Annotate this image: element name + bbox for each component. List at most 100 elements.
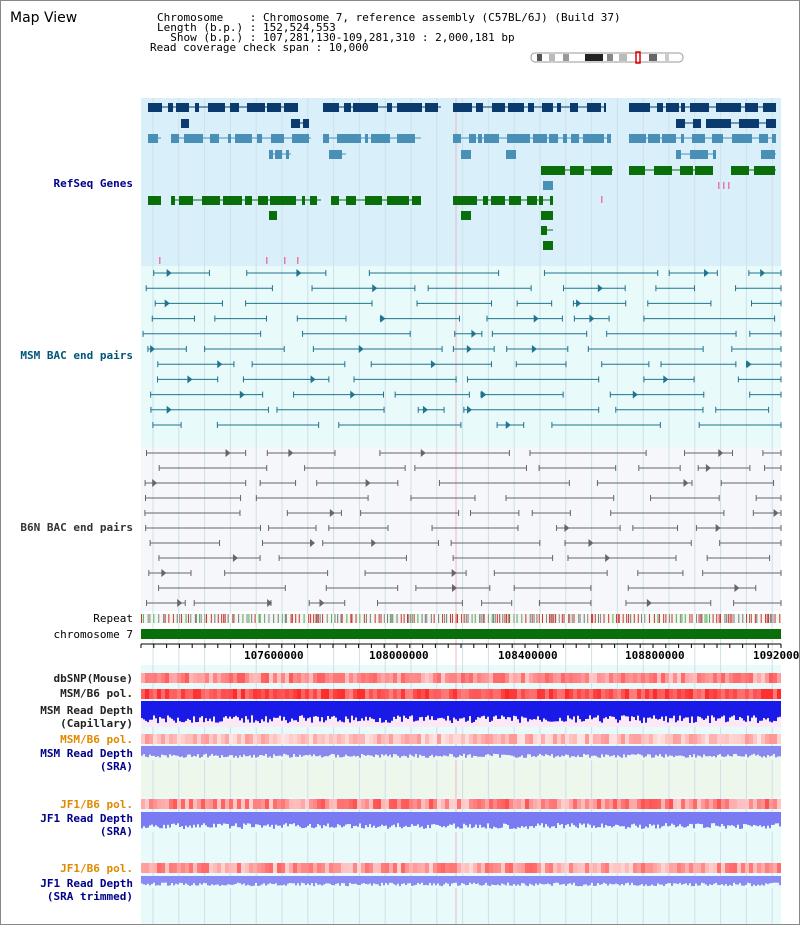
gene-exon [766, 119, 776, 128]
read-depth-bar [749, 746, 751, 756]
polymorphism-cell [161, 689, 165, 699]
repeat-element [474, 614, 476, 623]
track-label-jf1-b6-pol[interactable]: JF1/B6 pol. [60, 798, 133, 811]
polymorphism-cell [281, 863, 285, 873]
gene-exon [171, 134, 179, 143]
read-depth-bar [701, 876, 703, 883]
polymorphism-cell [441, 673, 445, 683]
polymorphism-cell [173, 734, 177, 744]
read-depth-bar [207, 701, 209, 722]
polymorphism-cell [413, 734, 417, 744]
read-depth-bar [229, 701, 231, 717]
polymorphism-cell [597, 799, 601, 809]
gene-exon [745, 103, 758, 112]
track-label-msm-bac[interactable]: MSM BAC end pairs [20, 349, 133, 362]
read-depth-bar [419, 876, 421, 885]
track-label-repeat[interactable]: Repeat [93, 612, 133, 625]
read-depth-bar [291, 701, 293, 719]
read-depth-bar [733, 701, 735, 716]
read-depth-bar [531, 701, 533, 720]
read-depth-bar [647, 812, 649, 828]
polymorphism-cell [417, 689, 421, 699]
polymorphism-cell [457, 734, 461, 744]
read-depth-bar [369, 812, 371, 825]
read-depth-bar [555, 701, 557, 722]
read-depth-bar [165, 701, 167, 723]
polymorphism-cell [277, 799, 281, 809]
read-depth-bar [313, 876, 315, 887]
track-label-jf1-read-depth-trimmed[interactable]: JF1 Read Depth [40, 877, 133, 890]
polymorphism-cell [209, 799, 213, 809]
track-label-dbsnp[interactable]: dbSNP(Mouse) [53, 672, 133, 685]
repeat-element [187, 614, 189, 623]
read-depth-bar [333, 812, 335, 828]
polymorphism-cell [597, 863, 601, 873]
repeat-element [391, 614, 393, 623]
polymorphism-cell [253, 863, 257, 873]
read-depth-bar [617, 701, 619, 723]
polymorphism-cell [437, 673, 441, 683]
read-depth-bar [293, 812, 295, 824]
polymorphism-cell [465, 734, 469, 744]
read-depth-bar [567, 701, 569, 716]
read-depth-bar [693, 876, 695, 887]
track-label-chromosome[interactable]: chromosome 7 [53, 628, 133, 641]
read-depth-bar [771, 746, 773, 756]
read-depth-bar [283, 876, 285, 885]
repeat-element [769, 614, 771, 623]
polymorphism-cell [305, 863, 309, 873]
polymorphism-cell [705, 734, 709, 744]
read-depth-bar [677, 812, 679, 827]
repeat-element [573, 614, 575, 623]
read-depth-bar [723, 812, 725, 826]
repeat-element [232, 614, 234, 623]
read-depth-bar [595, 746, 597, 756]
polymorphism-cell [281, 689, 285, 699]
read-depth-bar [701, 701, 703, 719]
read-depth-bar [343, 876, 345, 884]
read-depth-bar [169, 812, 171, 828]
read-depth-bar [317, 812, 319, 825]
track-label-msm-b6-pol[interactable]: MSM/B6 pol. [60, 687, 133, 700]
read-depth-bar [633, 701, 635, 718]
polymorphism-cell [217, 673, 221, 683]
polymorphism-cell [533, 689, 537, 699]
track-label-refseq[interactable]: RefSeq Genes [53, 177, 133, 190]
gene-exon [291, 119, 300, 128]
read-depth-bar [709, 812, 711, 828]
read-depth-bar [719, 812, 721, 827]
axis-tick-label: 109200000 [753, 649, 800, 662]
read-depth-bar [371, 812, 373, 828]
read-depth-bar [623, 812, 625, 827]
read-depth-bar [225, 701, 227, 717]
polymorphism-cell [229, 734, 233, 744]
read-depth-bar [399, 812, 401, 827]
polymorphism-cell [573, 689, 577, 699]
read-depth-bar [351, 876, 353, 885]
read-depth-bar [769, 746, 771, 757]
polymorphism-cell [553, 689, 557, 699]
read-depth-bar [355, 746, 357, 757]
track-label-msm-b6-pol-sra[interactable]: MSM/B6 pol. [60, 733, 133, 746]
read-depth-bar [231, 812, 233, 827]
polymorphism-cell [325, 863, 329, 873]
track-label-msm-read-depth-capillary[interactable]: MSM Read Depth [40, 704, 133, 717]
track-label-jf1-b6-pol-trimmed[interactable]: JF1/B6 pol. [60, 862, 133, 875]
msm-bac-arrow [310, 375, 316, 384]
gene-exon [713, 150, 716, 159]
read-depth-bar [187, 746, 189, 755]
polymorphism-cell [305, 673, 309, 683]
repeat-element [455, 614, 457, 623]
track-label-msm-read-depth-sra[interactable]: MSM Read Depth [40, 747, 133, 760]
read-depth-bar [681, 876, 683, 885]
polymorphism-cell [753, 734, 757, 744]
track-label-b6n-bac[interactable]: B6N BAC end pairs [20, 521, 133, 534]
repeat-element [742, 614, 744, 623]
polymorphism-cell [573, 863, 577, 873]
read-depth-bar [459, 701, 461, 719]
polymorphism-cell [577, 799, 581, 809]
read-depth-bar [265, 876, 267, 886]
polymorphism-cell [337, 689, 341, 699]
track-label-jf1-read-depth-sra[interactable]: JF1 Read Depth [40, 812, 133, 825]
